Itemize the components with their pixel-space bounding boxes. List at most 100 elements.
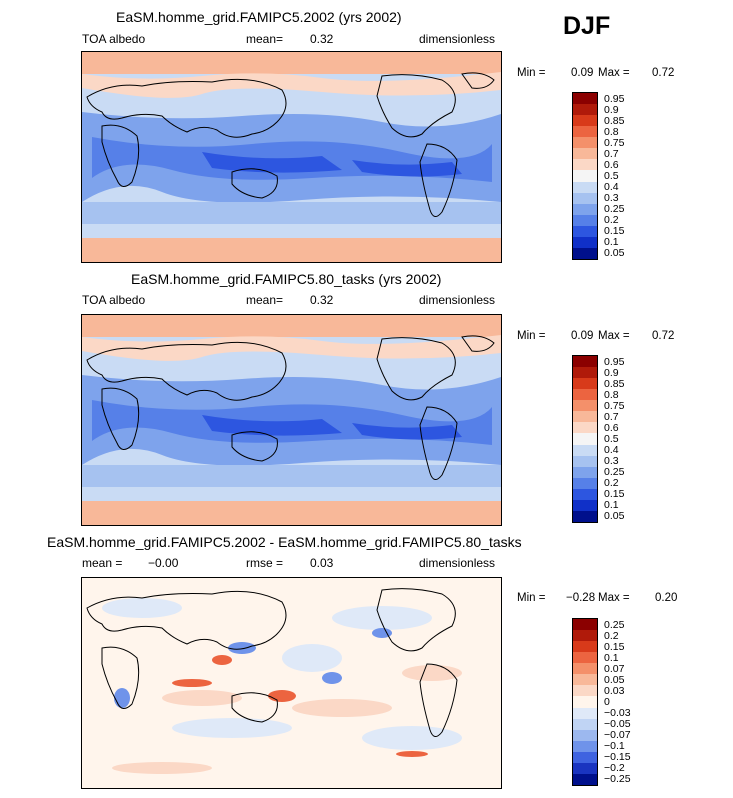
colorbar-swatch	[573, 115, 597, 127]
colorbar-swatch	[573, 214, 597, 226]
panel-1-max-label: Max =	[598, 67, 630, 79]
colorbar-swatch	[573, 685, 597, 697]
panel-3-rmse-label: rmse =	[246, 556, 284, 570]
colorbar-swatch	[573, 356, 597, 368]
panel-1-map	[81, 51, 502, 263]
colorbar-swatch	[573, 422, 597, 434]
colorbar-tick-label: 0.9	[604, 366, 619, 379]
colorbar-swatch	[573, 751, 597, 763]
colorbar-swatch	[573, 444, 597, 456]
season-label: DJF	[563, 12, 611, 40]
panel-1-min-value: 0.09	[571, 67, 594, 79]
colorbar-tick-label: 0.3	[604, 455, 619, 468]
colorbar-tick-label: 0.07	[604, 662, 625, 675]
colorbar-tick-label: 0.2	[604, 629, 619, 642]
colorbar-swatch	[573, 203, 597, 215]
panel-3-max-value: 0.20	[655, 592, 678, 604]
panel-1-title: EaSM.homme_grid.FAMIPC5.2002 (yrs 2002)	[116, 9, 402, 25]
colorbar-swatch	[573, 707, 597, 719]
colorbar-swatch	[573, 247, 597, 259]
panel-3-units: dimensionless	[419, 556, 496, 570]
colorbar-tick-label: 0.15	[604, 640, 625, 653]
colorbar-tick-label: 0.75	[604, 399, 625, 412]
colorbar-swatch	[573, 159, 597, 171]
panel-3-min-label: Min =	[517, 592, 546, 604]
colorbar-tick-label: 0.4	[604, 444, 619, 457]
colorbar-swatch	[573, 433, 597, 445]
colorbar-tick-label: 0.4	[604, 181, 619, 194]
colorbar-tick-label: 0.8	[604, 125, 619, 138]
colorbar-tick-label: 0.1	[604, 651, 619, 664]
colorbar-swatch	[573, 225, 597, 237]
colorbar-tick-label: 0.8	[604, 388, 619, 401]
panel-2-min-value: 0.09	[571, 330, 594, 342]
panel-1-map-svg	[82, 52, 501, 262]
colorbar-tick-label: 0.05	[604, 510, 625, 523]
panel-2-title: EaSM.homme_grid.FAMIPC5.80_tasks (yrs 20…	[131, 271, 442, 287]
colorbar-swatch	[573, 488, 597, 500]
colorbar-swatch	[573, 619, 597, 631]
colorbar-swatch	[573, 93, 597, 105]
colorbar-swatch	[573, 510, 597, 522]
panel-3-colorbar	[572, 618, 598, 786]
colorbar-tick-label: 0.95	[604, 92, 625, 105]
colorbar-swatch	[573, 126, 597, 138]
colorbar-tick-label: 0.5	[604, 433, 619, 445]
colorbar-swatch	[573, 663, 597, 675]
colorbar-swatch	[573, 466, 597, 478]
colorbar-swatch	[573, 762, 597, 774]
colorbar-tick-label: 0.25	[604, 466, 625, 479]
colorbar-tick-label: −0.1	[604, 740, 625, 753]
colorbar-swatch	[573, 641, 597, 653]
colorbar-swatch	[573, 477, 597, 489]
colorbar-swatch	[573, 192, 597, 204]
colorbar-tick-label: 0.25	[604, 618, 625, 631]
colorbar-swatch	[573, 696, 597, 708]
panel-1-max-value: 0.72	[652, 67, 675, 79]
colorbar-tick-label: 0	[604, 696, 610, 708]
colorbar-swatch	[573, 148, 597, 160]
colorbar-tick-label: −0.25	[604, 773, 631, 786]
panel-2-variable: TOA albedo	[82, 293, 146, 307]
colorbar-swatch	[573, 499, 597, 511]
colorbar-tick-label: 0.2	[604, 477, 619, 490]
colorbar-swatch	[573, 236, 597, 248]
panel-3-map	[81, 577, 502, 789]
colorbar-tick-label: 0.6	[604, 421, 619, 434]
panel-3-rmse-value: 0.03	[310, 556, 334, 570]
colorbar-swatch	[573, 729, 597, 741]
colorbar-tick-label: 0.5	[604, 170, 619, 182]
colorbar-tick-label: 0.75	[604, 136, 625, 149]
colorbar-swatch	[573, 104, 597, 116]
colorbar-tick-label: −0.03	[604, 707, 631, 720]
colorbar-tick-label: 0.7	[604, 147, 619, 160]
panel-3-mean-label: mean =	[82, 556, 123, 570]
panel-2-map	[81, 314, 502, 526]
panel-2-max-value: 0.72	[652, 330, 675, 342]
colorbar-tick-label: 0.25	[604, 203, 625, 216]
panel-2-mean-label: mean=	[246, 293, 284, 307]
panel-2-colorbar	[572, 355, 598, 523]
panel-2-map-svg	[82, 315, 501, 525]
panel-3-mean-value: −0.00	[148, 556, 179, 570]
colorbar-tick-label: −0.05	[604, 718, 631, 731]
colorbar-tick-label: 0.05	[604, 247, 625, 260]
colorbar-swatch	[573, 367, 597, 379]
colorbar-swatch	[573, 630, 597, 642]
colorbar-tick-label: 0.03	[604, 684, 625, 697]
colorbar-tick-label: −0.2	[604, 762, 625, 775]
panel-3-min-value: −0.28	[566, 592, 596, 604]
colorbar-tick-label: 0.2	[604, 214, 619, 227]
colorbar-swatch	[573, 411, 597, 423]
colorbar-swatch	[573, 170, 597, 182]
panel-1-colorbar	[572, 92, 598, 260]
panel-1-units: dimensionless	[419, 32, 496, 46]
colorbar-tick-label: 0.1	[604, 499, 619, 512]
colorbar-tick-label: 0.7	[604, 410, 619, 423]
colorbar-tick-label: 0.85	[604, 114, 625, 127]
panel-1-variable: TOA albedo	[82, 32, 146, 46]
colorbar-tick-label: −0.15	[604, 751, 631, 764]
panel-2-min-label: Min =	[517, 330, 546, 342]
panel-2-mean-value: 0.32	[310, 293, 334, 307]
colorbar-tick-label: 0.3	[604, 192, 619, 205]
